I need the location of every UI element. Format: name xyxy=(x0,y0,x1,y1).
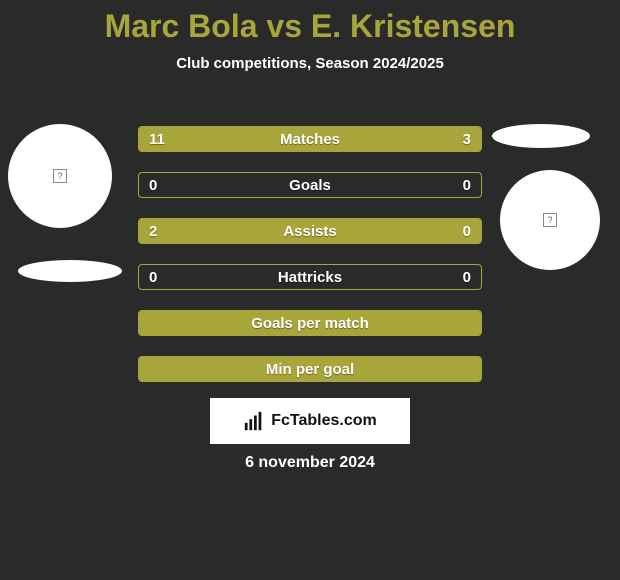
stat-row: Min per goal xyxy=(138,356,482,382)
stat-label: Assists xyxy=(139,219,481,243)
logo-box: FcTables.com xyxy=(210,398,410,444)
shadow-ellipse xyxy=(18,260,122,282)
page-title: Marc Bola vs E. Kristensen xyxy=(0,0,620,45)
logo-icon xyxy=(243,410,265,432)
player-right: ? xyxy=(500,170,600,270)
stat-label: Hattricks xyxy=(139,265,481,289)
player-right-avatar: ? xyxy=(500,170,600,270)
stat-row: 00Goals xyxy=(138,172,482,198)
player-right-shadow xyxy=(492,124,590,148)
stats-container: 113Matches 00Goals 20Assists 00Hattricks Goa… xyxy=(138,126,482,402)
stat-label: Min per goal xyxy=(139,357,481,381)
logo-text: FcTables.com xyxy=(271,412,377,430)
player-left-shadow xyxy=(18,260,122,282)
stat-row: 20Assists xyxy=(138,218,482,244)
stat-row: 00Hattricks xyxy=(138,264,482,290)
subtitle: Club competitions, Season 2024/2025 xyxy=(0,55,620,72)
stat-row: 113Matches xyxy=(138,126,482,152)
image-placeholder-icon: ? xyxy=(53,169,67,183)
date-label: 6 november 2024 xyxy=(0,454,620,472)
stat-label: Goals xyxy=(139,173,481,197)
shadow-ellipse xyxy=(492,124,590,148)
image-placeholder-icon: ? xyxy=(543,213,557,227)
stat-label: Goals per match xyxy=(139,311,481,335)
player-left: ? xyxy=(8,124,112,228)
player-left-avatar: ? xyxy=(8,124,112,228)
stat-row: Goals per match xyxy=(138,310,482,336)
stat-label: Matches xyxy=(139,127,481,151)
